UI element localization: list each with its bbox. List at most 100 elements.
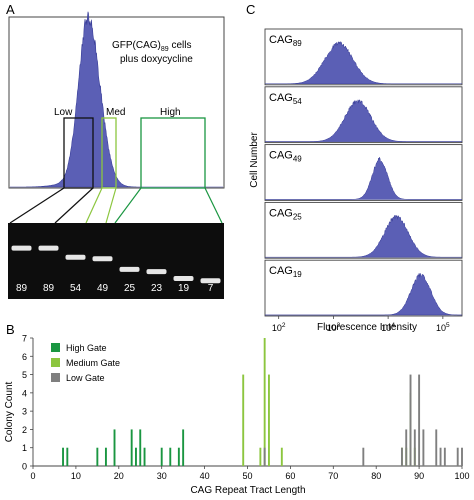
histogram-frame xyxy=(264,86,463,144)
bar-high-gate xyxy=(113,429,116,466)
y-tick-label: 3 xyxy=(22,407,27,417)
gel-lane-label: 89 xyxy=(43,283,55,294)
bar-low-gate xyxy=(422,429,425,466)
gate-low xyxy=(63,117,94,189)
x-tick-label: 102 xyxy=(272,322,286,333)
gel-band xyxy=(92,256,113,262)
histogram-label: CAG54 xyxy=(269,92,302,106)
histogram-cag54 xyxy=(265,99,462,142)
gel-lane-label: 7 xyxy=(208,283,214,294)
bar-low-gate xyxy=(443,447,446,466)
gel-band xyxy=(146,269,167,275)
legend-swatch xyxy=(51,343,60,352)
gel-lane-label: 19 xyxy=(178,283,190,294)
bar-high-gate xyxy=(66,447,69,466)
chart-ylabel: Colony Count xyxy=(4,381,15,442)
bar-low-gate xyxy=(405,429,408,466)
histogram-label: CAG49 xyxy=(269,150,302,164)
bar-low-gate xyxy=(362,447,365,466)
x-tick-label: 100 xyxy=(454,471,469,481)
y-tick-label: 6 xyxy=(22,352,27,362)
x-tick-label: 10 xyxy=(71,471,81,481)
x-tick-label: 60 xyxy=(285,471,295,481)
legend-label: High Gate xyxy=(66,343,107,353)
x-tick-label: 105 xyxy=(436,322,450,333)
bar-high-gate xyxy=(160,447,163,466)
x-tick-label: 40 xyxy=(200,471,210,481)
bar-low-gate xyxy=(263,447,266,466)
bar-high-gate xyxy=(177,447,180,466)
bar-high-gate xyxy=(130,429,133,466)
histogram-frame xyxy=(264,28,463,86)
x-tick-label: 50 xyxy=(242,471,252,481)
bar-low-gate xyxy=(409,374,412,466)
bar-low-gate xyxy=(461,447,463,466)
bar-high-gate xyxy=(182,429,185,466)
x-tick-label: 103 xyxy=(327,322,341,333)
bar-low-gate xyxy=(418,374,421,466)
histogram-frame xyxy=(264,144,463,201)
gate-low-label: Low xyxy=(54,107,73,118)
bar-high-gate xyxy=(62,447,64,466)
panel-a-annotation-line1: GFP(CAG)89 cells xyxy=(112,40,191,53)
gel-image xyxy=(8,223,224,299)
panel-a-annotation-line2: plus doxycycline xyxy=(120,54,193,65)
bar-medium-gate xyxy=(259,447,262,466)
histogram-frame xyxy=(264,259,463,317)
panel-c-ylabel: Cell Number xyxy=(249,132,260,188)
chart-xlabel: CAG Repeat Tract Length xyxy=(190,485,305,496)
bar-low-gate xyxy=(439,447,442,466)
panel-b-label: B xyxy=(6,322,15,337)
bar-medium-gate xyxy=(280,447,283,466)
legend-swatch xyxy=(51,373,60,382)
panel-a-histogram xyxy=(10,11,223,188)
gel-band xyxy=(119,266,140,272)
histogram-label: CAG89 xyxy=(269,34,302,48)
gel-lane-label: 54 xyxy=(70,283,82,294)
histogram-cag25 xyxy=(265,214,462,258)
histogram-cag89 xyxy=(265,40,462,85)
bar-high-gate xyxy=(96,447,99,466)
histogram-label: CAG19 xyxy=(269,265,302,279)
x-tick-label: 20 xyxy=(114,471,124,481)
bar-medium-gate xyxy=(268,374,270,466)
bar-low-gate xyxy=(456,447,459,466)
panel-a-label: A xyxy=(6,2,15,17)
legend-label: Medium Gate xyxy=(66,358,120,368)
bar-high-gate xyxy=(143,447,146,466)
bar-high-gate xyxy=(169,447,172,466)
gel-band xyxy=(200,278,221,284)
histogram-cag49 xyxy=(265,156,462,200)
gel-band xyxy=(38,245,59,251)
y-tick-label: 7 xyxy=(22,334,27,344)
bar-high-gate xyxy=(139,429,142,466)
panel-c-xlabel: Fluorescence Intensity xyxy=(317,322,417,333)
x-tick-label: 30 xyxy=(157,471,167,481)
x-tick-label: 80 xyxy=(371,471,381,481)
x-tick-label: 70 xyxy=(328,471,338,481)
gel-lane-label: 25 xyxy=(124,283,136,294)
bar-low-gate xyxy=(435,429,438,466)
bar-low-gate xyxy=(400,447,403,466)
gel-band xyxy=(11,245,32,251)
gel-band xyxy=(173,275,194,281)
gate-med-label: Med xyxy=(106,107,125,118)
y-tick-label: 2 xyxy=(22,425,27,435)
panel-c-label: C xyxy=(246,2,255,17)
gel-bands xyxy=(11,245,221,284)
gel-lane-labels: 89 89 54 49 25 23 19 7 xyxy=(16,283,214,294)
x-tick-label: 0 xyxy=(30,471,35,481)
gel-lane-label: 23 xyxy=(151,283,163,294)
bar-low-gate xyxy=(413,429,416,466)
y-tick-label: 1 xyxy=(22,443,27,453)
bar-medium-gate xyxy=(263,338,266,466)
histogram-frame xyxy=(264,201,463,259)
y-tick-label: 0 xyxy=(22,462,27,472)
gate-connectors xyxy=(9,187,223,224)
bar-high-gate xyxy=(104,447,107,466)
bar-medium-gate xyxy=(242,374,245,466)
x-tick-label: 104 xyxy=(381,322,395,333)
y-tick-label: 5 xyxy=(22,370,27,380)
gate-high xyxy=(140,117,206,189)
